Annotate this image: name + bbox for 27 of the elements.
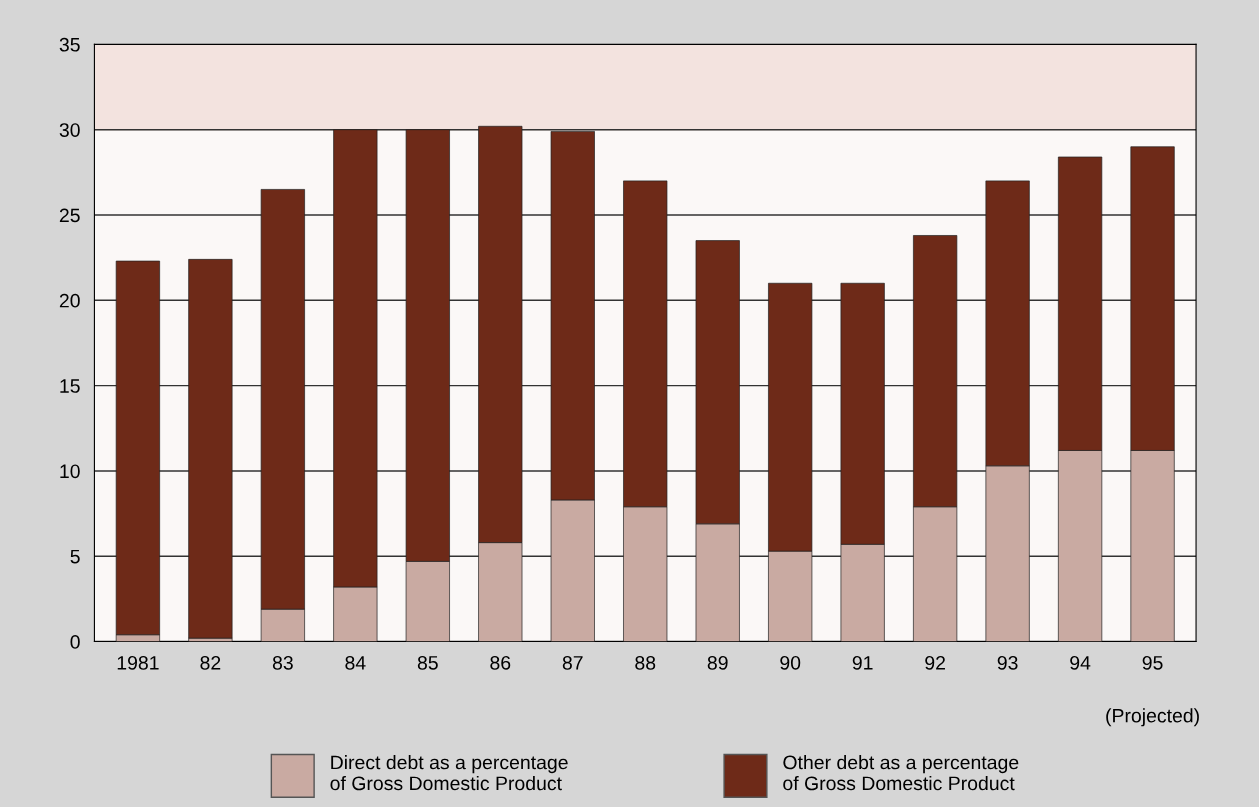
- y-tick-label: 10: [60, 464, 80, 479]
- y-tick-label: 35: [59, 37, 80, 52]
- x-tick-label: 84: [345, 655, 366, 670]
- legend-label: Direct debt as a percentage of Gross Domestic Product: [330, 755, 568, 791]
- bar: [188, 259, 233, 639]
- text: (Projected): [1106, 708, 1199, 727]
- x-tick-label: 90: [780, 655, 801, 670]
- x-tick-label: 1981: [117, 655, 159, 670]
- x-tick-label: 95: [1142, 655, 1163, 670]
- x-tick-label: 93: [997, 655, 1018, 670]
- y-tick-label: 15: [60, 379, 80, 393]
- y-tick-label: 30: [59, 123, 80, 137]
- x-tick-label: 85: [417, 655, 438, 670]
- x-tick-label: 91: [852, 655, 873, 670]
- x-tick-label: 87: [562, 655, 583, 670]
- x-tick-label: 89: [707, 655, 728, 670]
- x-tick-label: 88: [635, 655, 656, 670]
- y-tick-label: 25: [59, 208, 80, 223]
- y-tick-label: 0: [70, 635, 80, 649]
- x-tick-label: 86: [490, 655, 511, 670]
- x-tick-label: 82: [200, 655, 221, 670]
- y-tick-label: 5: [70, 549, 80, 564]
- y-tick-label: 20: [59, 293, 80, 308]
- legend-label: Other debt as a percentage of Gross Domestic Product: [783, 755, 1019, 791]
- x-tick-label: 83: [272, 655, 293, 670]
- x-tick-label: 94: [1070, 655, 1091, 670]
- x-tick-label: 92: [925, 655, 945, 670]
